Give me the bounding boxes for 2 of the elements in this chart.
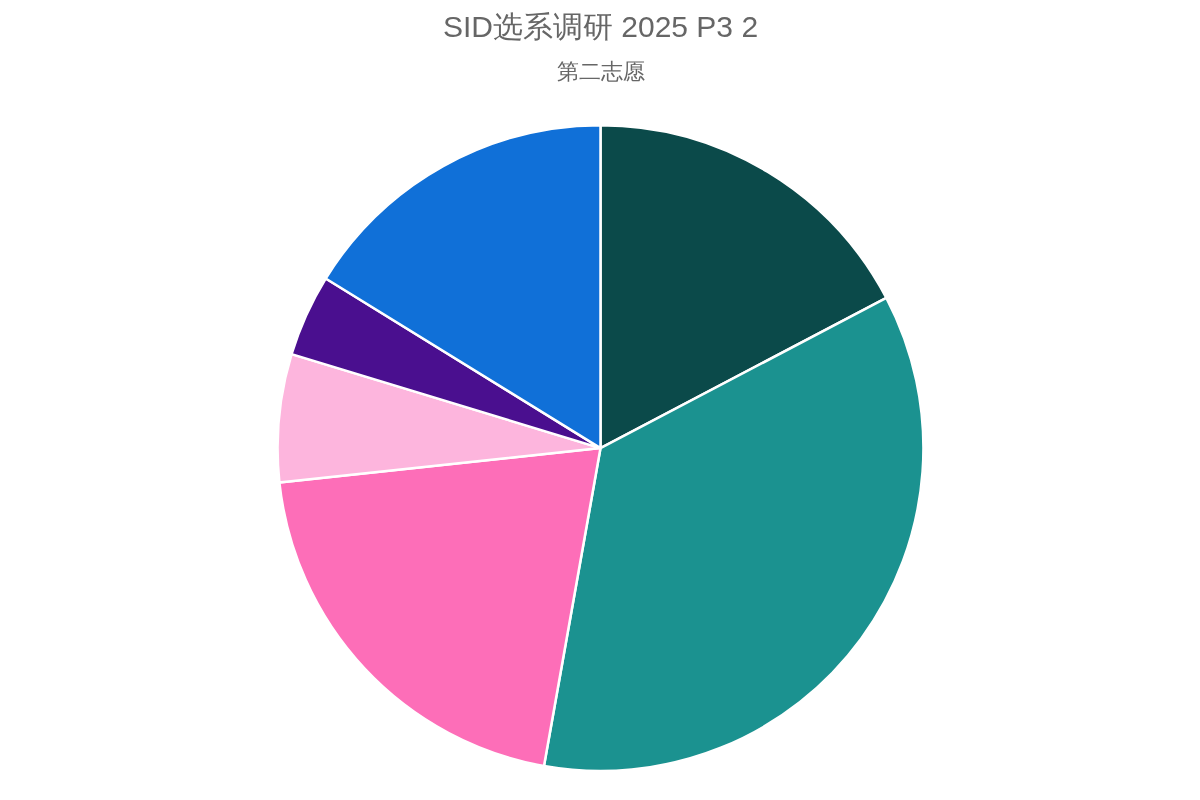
- chart-subtitle: 第二志愿: [556, 58, 645, 84]
- chart-title: SID选系调研 2025 P3 2: [442, 9, 759, 43]
